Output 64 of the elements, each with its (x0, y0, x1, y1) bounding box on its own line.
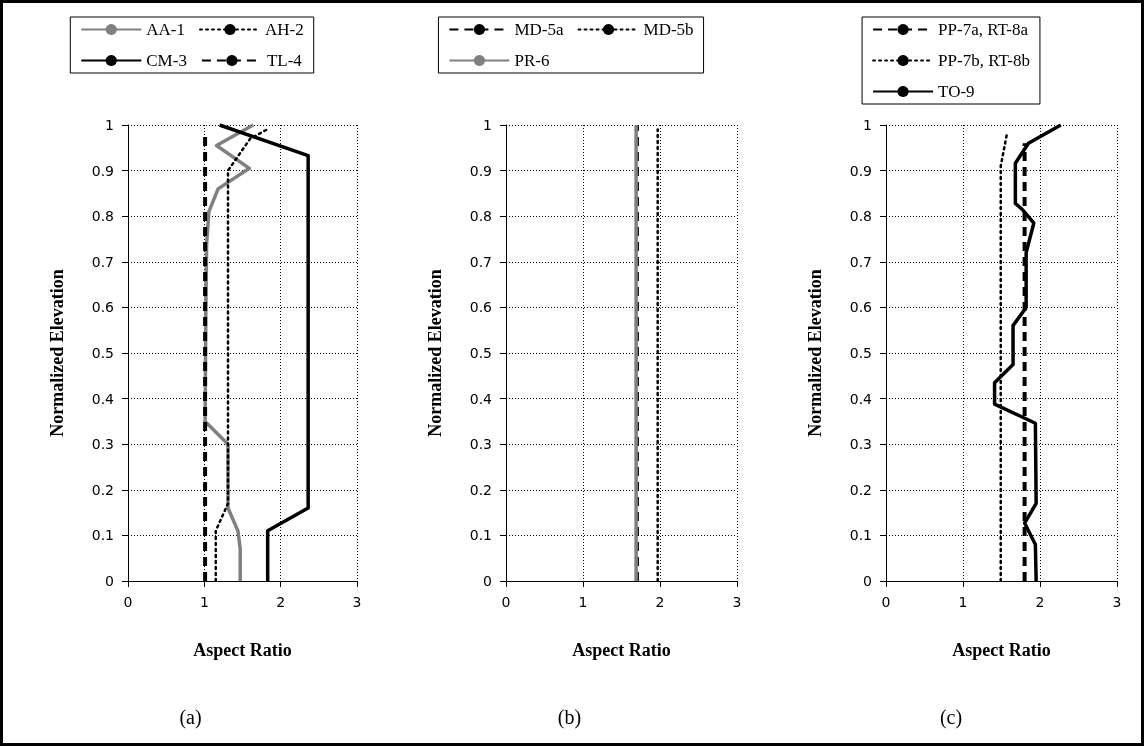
legend-label: MD-5a (514, 20, 564, 39)
x-tick-label: 3 (732, 594, 742, 610)
y-tick-label: 0.1 (849, 527, 872, 544)
legend-label: PP-7b, RT-8b (938, 51, 1030, 70)
y-tick-label: 0.6 (469, 299, 493, 316)
y-tick-label: 1 (863, 117, 872, 133)
y-tick-label: 0.4 (849, 390, 873, 407)
x-tick-label: 2 (655, 594, 665, 610)
y-tick-label: 0.8 (849, 208, 872, 225)
y-tick-label: 0.1 (91, 527, 114, 544)
x-tick-label: 2 (276, 594, 286, 610)
legend-label: PR-6 (514, 51, 550, 70)
legend-label: TO-9 (938, 82, 975, 101)
y-tick-label: 0.6 (91, 299, 115, 316)
y-axis-title: Normalized Elevation (425, 269, 445, 437)
legend-label: PP-7a, RT-8a (938, 20, 1029, 39)
y-tick-label: 0.9 (91, 162, 114, 179)
y-tick-label: 0.2 (469, 481, 492, 498)
y-tick-label: 0.4 (91, 390, 115, 407)
legend-label: CM-3 (146, 51, 187, 70)
y-tick-label: 0.8 (91, 208, 114, 225)
y-tick-label: 0.4 (469, 390, 493, 407)
text: (b) (556, 706, 583, 729)
x-axis-title: Aspect Ratio (572, 640, 671, 660)
x-tick-label: 1 (958, 594, 968, 610)
y-tick-label: 0.9 (849, 162, 872, 179)
legend-label: MD-5b (643, 20, 694, 39)
y-tick-label: 0 (105, 573, 114, 589)
y-tick-label: 0.6 (849, 299, 873, 316)
x-tick-label: 0 (501, 594, 511, 610)
x-tick-label: 2 (1035, 594, 1045, 610)
y-tick-label: 0.3 (469, 436, 492, 453)
y-tick-label: 0.7 (469, 253, 492, 270)
x-tick-label: 0 (123, 594, 133, 610)
y-tick-label: 1 (483, 117, 492, 133)
y-tick-label: 0 (483, 573, 492, 589)
legend-label: TL-4 (266, 51, 303, 70)
y-tick-label: 0.8 (469, 208, 492, 225)
x-tick-label: 3 (352, 594, 362, 610)
x-tick-label: 0 (881, 594, 891, 610)
text: (a) (178, 706, 203, 729)
x-axis-title: Aspect Ratio (193, 640, 292, 660)
x-tick-label: 1 (199, 594, 209, 610)
x-axis-title: Aspect Ratio (952, 640, 1051, 660)
y-axis-title: Normalized Elevation (47, 269, 67, 437)
y-tick-label: 0.3 (849, 436, 872, 453)
y-tick-label: 0.5 (469, 345, 492, 361)
y-tick-label: 0.2 (849, 481, 872, 498)
y-tick-label: 0.7 (849, 253, 872, 270)
y-tick-label: 0.9 (469, 162, 492, 179)
y-tick-label: 1 (105, 117, 114, 133)
x-tick-label: 1 (578, 594, 588, 610)
text: (c) (938, 706, 964, 729)
y-tick-label: 0 (863, 573, 872, 589)
y-tick-label: 0.5 (91, 345, 114, 361)
legend-label: AH-2 (265, 20, 304, 39)
y-tick-label: 0.3 (91, 436, 114, 453)
legend-label: AA-1 (146, 20, 185, 39)
y-tick-label: 0.2 (91, 481, 114, 498)
y-tick-label: 0.1 (469, 527, 492, 544)
x-tick-label: 3 (1112, 594, 1122, 610)
y-tick-label: 0.5 (849, 345, 872, 361)
y-tick-label: 0.7 (91, 253, 114, 270)
y-axis-title: Normalized Elevation (805, 269, 825, 437)
